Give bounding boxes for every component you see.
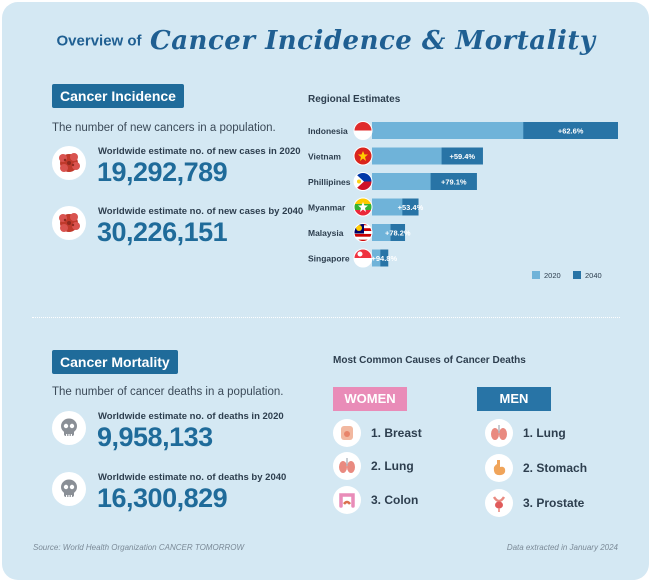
bar-2020: [372, 249, 381, 267]
cause-label: 1. Breast: [371, 426, 422, 440]
data-label: +53.4%: [398, 203, 424, 212]
prostate-icon: [485, 489, 513, 517]
stat-label: Worldwide estimate no. of new cases in 2…: [98, 146, 301, 157]
lung-icon: [485, 419, 513, 447]
cause-label: 3. Prostate: [523, 496, 585, 510]
stat-label: Worldwide estimate no. of new cases by 2…: [98, 206, 304, 217]
bar-2020: [372, 122, 524, 139]
cancer-cell-icon: [52, 206, 86, 240]
data-label: +62.6%: [558, 127, 584, 136]
data-label: +94.8%: [371, 254, 397, 263]
stat-value: 9,958,133: [97, 422, 213, 452]
lung-icon: [333, 452, 361, 480]
cause-label: 3. Colon: [371, 493, 419, 507]
category-label: Myanmar: [308, 203, 346, 213]
incidence-description: The number of new cancers in a populatio…: [52, 122, 276, 134]
skull-icon: [52, 411, 86, 445]
legend-label-2040: 2040: [585, 271, 602, 280]
cause-label: 1. Lung: [523, 426, 566, 440]
extraction-note: Data extracted in January 2024: [506, 543, 618, 552]
breast-icon: [333, 419, 361, 447]
bar-2020: [372, 147, 442, 165]
data-label: +59.4%: [449, 152, 475, 161]
legend-swatch-2020: [532, 271, 540, 279]
category-label: Singapore: [308, 254, 350, 264]
stat-value: 19,292,789: [97, 157, 228, 187]
flag-icon-myanmar: [353, 197, 373, 217]
men-tag: MEN: [477, 387, 551, 411]
chart-title: Regional Estimates: [308, 94, 401, 105]
colon-icon: [333, 486, 361, 514]
source-note: Source: World Health Organization CANCER…: [33, 543, 245, 552]
legend-label-2020: 2020: [544, 271, 561, 280]
page-title: Overview of Cancer Incidence & Mortality: [0, 26, 652, 56]
legend-swatch-2040: [573, 271, 581, 279]
bar-2020: [372, 173, 431, 190]
flag-icon-singapore: [353, 248, 373, 268]
mortality-description: The number of cancer deaths in a populat…: [52, 386, 284, 398]
flag-icon-vietnam: [353, 146, 373, 166]
stomach-icon: [485, 454, 513, 482]
category-label: Indonesia: [308, 126, 348, 136]
stat-value: 16,300,829: [97, 483, 228, 513]
cancer-cell-icon: [52, 146, 86, 180]
data-label: +78.2%: [385, 229, 411, 238]
bar-2020: [372, 198, 403, 216]
stat-label: Worldwide estimate no. of deaths in 2020: [98, 411, 284, 422]
flag-icon-indonesia: [353, 121, 373, 140]
flag-icon-malaysia: [353, 223, 373, 242]
category-label: Phillipines: [308, 177, 351, 187]
mortality-tag: Cancer Mortality: [52, 350, 178, 374]
bar-2020: [372, 224, 391, 241]
incidence-tag: Cancer Incidence: [52, 84, 184, 108]
cause-label: 2. Stomach: [523, 461, 588, 475]
title-main: Cancer Incidence & Mortality: [150, 26, 596, 56]
women-tag: WOMEN: [333, 387, 407, 411]
title-prefix: Overview of: [56, 32, 142, 50]
data-label: +79.1%: [441, 178, 467, 187]
skull-icon: [52, 472, 86, 506]
category-label: Vietnam: [308, 152, 341, 162]
causes-title: Most Common Causes of Cancer Deaths: [333, 355, 526, 366]
category-label: Malaysia: [308, 228, 344, 238]
stat-value: 30,226,151: [97, 217, 228, 247]
section-divider: [32, 317, 620, 318]
cause-label: 2. Lung: [371, 459, 414, 473]
flag-icon-phillipines: [353, 172, 373, 191]
regional-estimates-chart: Regional Estimates Indonesia +62.6% Vietna…: [308, 94, 618, 280]
stat-label: Worldwide estimate no. of deaths by 2040: [98, 472, 287, 483]
